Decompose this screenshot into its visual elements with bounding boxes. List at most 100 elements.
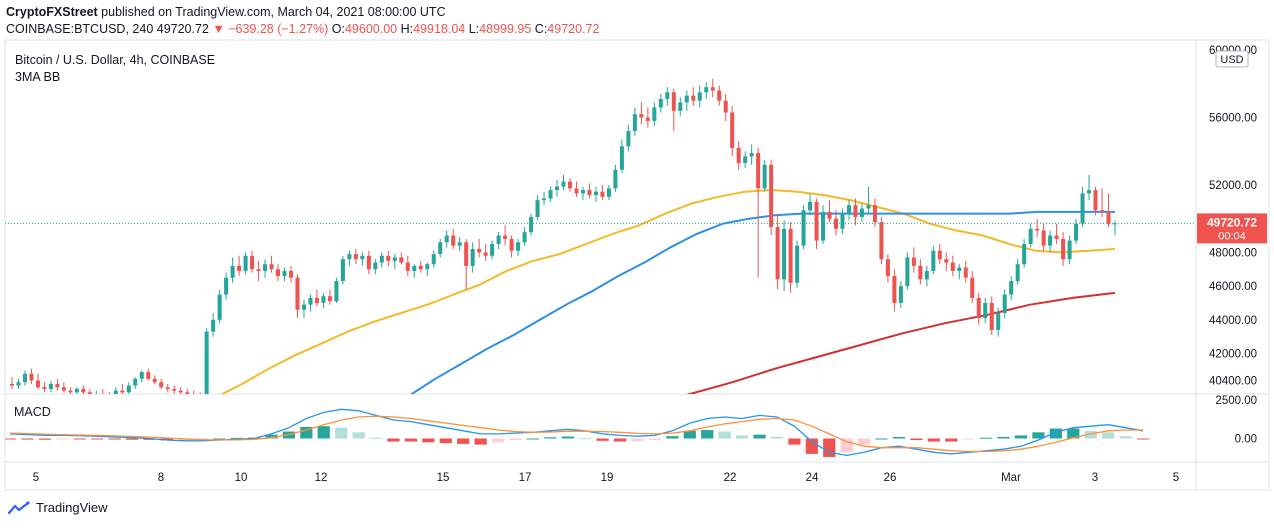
candle-body (178, 390, 183, 393)
candle-body (710, 87, 715, 91)
ma-slow-line-path (686, 291, 1116, 394)
candle-body (490, 243, 495, 256)
candle-body (665, 92, 670, 99)
ohlc-line: COINBASE:BTCUSD, 240 49720.72 ▼ −639.28 … (6, 22, 599, 36)
candle (95, 390, 97, 394)
candle (1106, 193, 1111, 228)
macd-histogram-bar (457, 438, 470, 444)
macd-histogram-bar (805, 438, 818, 454)
candle (879, 217, 884, 265)
candle-body (48, 383, 53, 389)
candle-body (185, 392, 190, 394)
macd-tick-label: 0.00 (1235, 433, 1257, 445)
macd-histogram-bar (997, 436, 1010, 439)
macd-histogram-bar (1119, 436, 1132, 439)
candle-body (347, 254, 352, 260)
candle-body (1009, 281, 1014, 295)
candle-body (386, 255, 391, 261)
time-tick-label: Mar (1001, 472, 1021, 484)
high-label: H: (400, 22, 414, 36)
candle-body (1080, 193, 1085, 224)
publisher-name[interactable]: CryptoFXStreet (6, 5, 98, 19)
candle-body (464, 242, 469, 266)
candle-body (529, 217, 534, 233)
candle (334, 277, 339, 303)
candle-body (516, 242, 521, 251)
candle (1067, 235, 1072, 265)
time-tick-label: 5 (33, 472, 39, 484)
candle (1009, 276, 1014, 300)
candle-body (366, 255, 371, 270)
candle (412, 264, 417, 278)
macd-histogram-bar (491, 438, 505, 443)
candle-body (989, 302, 994, 330)
candle (217, 289, 222, 324)
candle-body (775, 227, 780, 280)
candle-body (1087, 190, 1092, 194)
candle-body (444, 235, 449, 243)
candle-body (983, 302, 988, 319)
candle (55, 378, 60, 391)
candle (22, 370, 27, 386)
candle-body (412, 265, 417, 271)
candle-body (282, 270, 287, 276)
candle (425, 262, 430, 276)
candle (1028, 223, 1033, 248)
price-tick-label: 40400.00 (1209, 376, 1257, 388)
macd-histogram-bar (1102, 432, 1115, 439)
macd-histogram-bar (666, 436, 679, 439)
candle (872, 198, 877, 228)
chart-title: Bitcoin / U.S. Dollar, 4h, COINBASE (15, 53, 215, 67)
candle (444, 230, 449, 248)
candle-body (821, 211, 826, 241)
candle-body (567, 181, 572, 189)
candle (561, 174, 566, 191)
candle-body (872, 205, 877, 223)
candle-body (250, 255, 255, 270)
candle (199, 392, 201, 394)
candle (639, 102, 644, 125)
candle (1080, 186, 1085, 228)
candle-body (22, 373, 27, 383)
candle-body (749, 152, 754, 157)
macd-histogram-bar (1136, 438, 1150, 440)
currency-badge[interactable]: USD (1215, 50, 1249, 68)
macd-histogram-bar (910, 438, 923, 441)
candle (756, 147, 761, 278)
candle-body (1054, 235, 1059, 239)
indicator-label: 3MA BB (15, 70, 60, 84)
candle (846, 200, 851, 221)
candle-body (1106, 211, 1111, 224)
low-value: 48999.95 (479, 22, 532, 36)
tradingview-footer[interactable]: TradingView (8, 500, 108, 515)
candle (632, 107, 637, 137)
candle (178, 387, 183, 394)
candle (237, 255, 242, 276)
candle (911, 247, 916, 273)
candle (944, 252, 949, 271)
candle-body (243, 255, 248, 271)
candle-body (626, 131, 631, 147)
candle-body (782, 228, 787, 280)
macd-histogram-bar (387, 438, 400, 442)
candle (782, 220, 787, 292)
candle (16, 378, 21, 389)
candle-body (957, 267, 962, 271)
candle-body (321, 296, 326, 303)
macd-histogram-bar (892, 436, 906, 439)
footer-brand: TradingView (36, 500, 108, 515)
price-tick-label: 56000.00 (1209, 113, 1257, 125)
macd-histogram-bar (509, 438, 522, 441)
candle (717, 85, 722, 106)
candle (1002, 289, 1007, 319)
macd-histogram-bar (317, 426, 330, 439)
candle-body (885, 259, 890, 276)
macd-histogram-bar (927, 438, 940, 442)
candle-body (574, 188, 579, 194)
macd-histogram-bar (561, 436, 574, 439)
moving-averages (220, 188, 1116, 394)
time-tick-label: 24 (806, 472, 819, 484)
candle (574, 181, 579, 197)
candle-body (561, 181, 566, 187)
